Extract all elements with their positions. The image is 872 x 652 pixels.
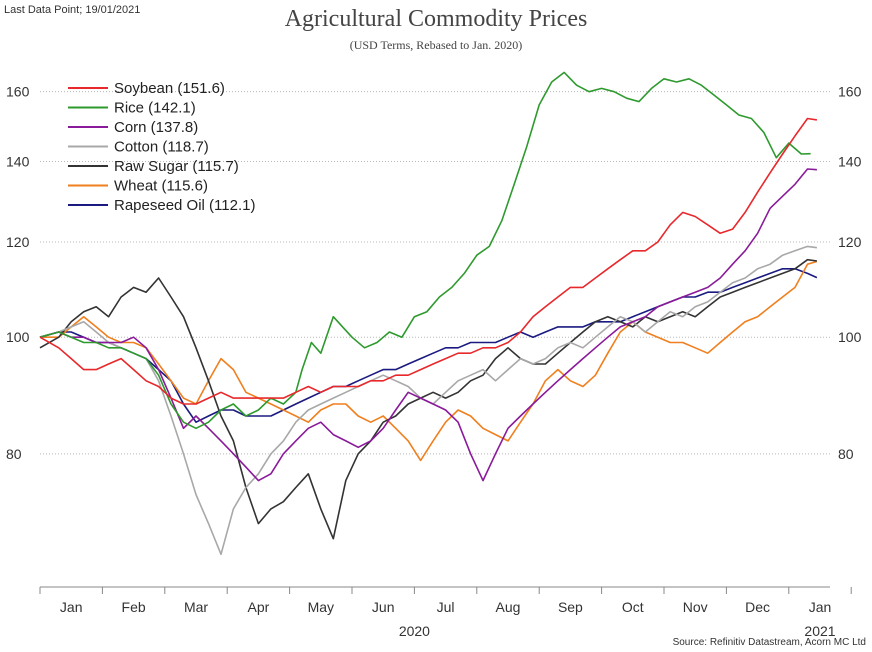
series-line — [39, 71, 811, 430]
series-line — [40, 260, 818, 462]
legend-label: Corn (137.8) — [114, 119, 198, 136]
last-data-point-label: Last Data Point; 19/01/2021 — [4, 4, 141, 16]
legend-label: Soybean (151.6) — [114, 80, 225, 97]
series-line — [39, 168, 817, 482]
series-line — [39, 117, 818, 405]
source-note: Source: Refinitiv Datastream, Acorn MC L… — [672, 637, 866, 648]
y-tick-right-120: 120 — [838, 234, 862, 250]
chart-title: Agricultural Commodity Prices — [284, 6, 588, 32]
x-tick-label: Oct — [622, 599, 644, 615]
y-tick-left-120: 120 — [6, 234, 30, 250]
y-tick-left-80: 80 — [6, 446, 22, 462]
x-tick-label: Jan — [809, 599, 832, 615]
y-tick-right-140: 140 — [838, 153, 862, 169]
chart-subtitle: (USD Terms, Rebased to Jan. 2020) — [349, 38, 523, 52]
x-tick-label: Jul — [437, 599, 455, 615]
x-tick-label: Mar — [184, 599, 208, 615]
series-line — [39, 245, 818, 556]
y-tick-left-140: 140 — [6, 153, 30, 169]
y-tick-left-160: 160 — [6, 84, 30, 100]
x-tick-label: Jan — [60, 599, 83, 615]
x-tick-label: Aug — [496, 599, 521, 615]
x-year-label-2021: 2021 — [804, 623, 835, 639]
series-line — [39, 258, 818, 540]
legend-label: Rapeseed Oil (112.1) — [114, 197, 255, 214]
legend-label: Raw Sugar (115.7) — [114, 158, 239, 175]
series-line — [39, 268, 818, 423]
y-tick-left-100: 100 — [6, 329, 30, 345]
x-tick-label: Apr — [248, 599, 270, 615]
legend-label: Wheat (115.6) — [114, 178, 208, 195]
y-tick-right-160: 160 — [838, 84, 862, 100]
x-tick-label: Nov — [683, 599, 708, 615]
x-tick-label: Sep — [558, 599, 583, 615]
y-tick-right-100: 100 — [838, 329, 862, 345]
x-year-label-2020: 2020 — [399, 623, 430, 639]
legend-label: Cotton (118.7) — [114, 139, 209, 156]
x-tick-label: May — [308, 599, 334, 615]
y-tick-right-80: 80 — [838, 446, 854, 462]
x-tick-label: Jun — [372, 599, 395, 615]
x-tick-label: Dec — [745, 599, 770, 615]
x-tick-label: Feb — [122, 599, 146, 615]
legend-label: Rice (142.1) — [114, 100, 196, 117]
